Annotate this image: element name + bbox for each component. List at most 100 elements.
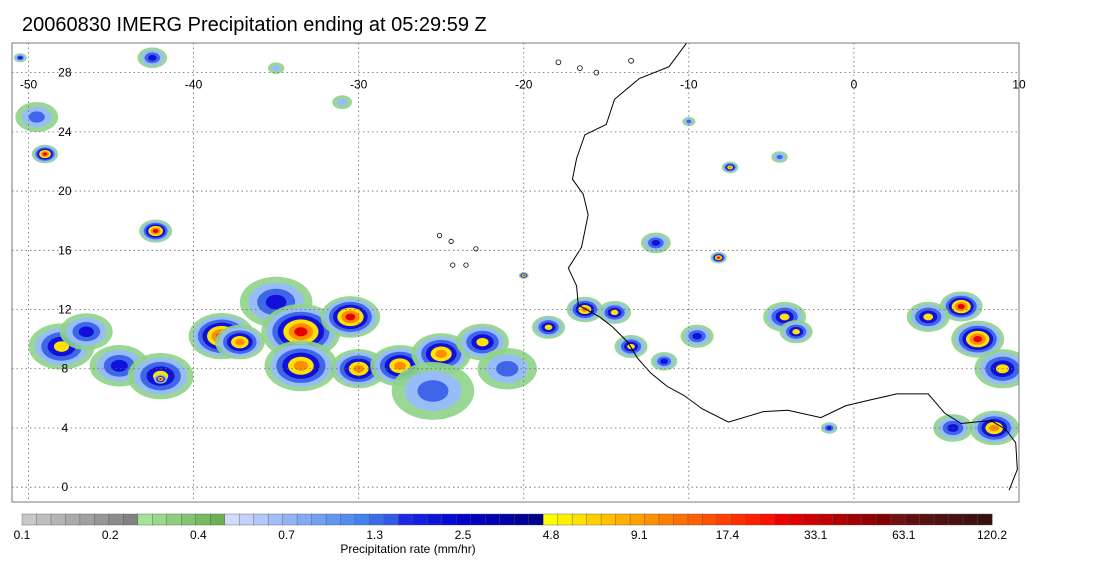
lon-tick-label: -10 bbox=[680, 78, 698, 92]
lat-tick-label: 28 bbox=[58, 66, 72, 80]
precip-cell bbox=[640, 232, 671, 254]
colorbar-swatch bbox=[427, 513, 443, 526]
colorbar-swatch bbox=[123, 513, 139, 526]
colorbar-tick-label: 0.1 bbox=[14, 528, 31, 542]
colorbar-swatch bbox=[745, 513, 761, 526]
colorbar-swatch bbox=[644, 513, 660, 526]
precip-cell bbox=[939, 291, 983, 322]
precip-cell bbox=[710, 251, 727, 264]
precip-cell bbox=[391, 362, 475, 420]
lat-tick-label: 4 bbox=[61, 421, 68, 435]
colorbar-swatch bbox=[210, 513, 226, 526]
colorbar-swatch bbox=[296, 513, 313, 526]
lat-lon-grid bbox=[12, 43, 1020, 502]
colorbar-swatch bbox=[65, 513, 81, 526]
colorbar-swatch bbox=[441, 513, 457, 526]
colorbar-swatch bbox=[383, 513, 399, 526]
colorbar-swatch bbox=[542, 513, 559, 526]
colorbar-swatch bbox=[818, 513, 834, 526]
colorbar-swatch bbox=[962, 513, 979, 526]
colorbar-swatch bbox=[789, 513, 805, 526]
precip-cell bbox=[267, 62, 285, 74]
colorbar-swatch bbox=[861, 513, 877, 526]
lon-tick-label: -40 bbox=[185, 78, 203, 92]
africa-coastline bbox=[567, 43, 1018, 491]
precip-cell bbox=[906, 301, 950, 332]
colorbar-swatch bbox=[904, 513, 921, 526]
colorbar-swatch bbox=[977, 513, 993, 526]
precip-cell bbox=[680, 324, 714, 348]
colorbar-swatch bbox=[702, 513, 718, 526]
colorbar-swatch bbox=[456, 513, 472, 526]
precip-cell bbox=[650, 352, 678, 371]
colorbar-swatch bbox=[629, 513, 646, 526]
colorbar-swatch bbox=[890, 513, 906, 526]
colorbar-swatch bbox=[238, 513, 255, 526]
colorbar-swatch bbox=[21, 513, 37, 526]
colorbar-swatch bbox=[774, 513, 790, 526]
precip-cell bbox=[614, 334, 648, 359]
colorbar-tick-label: 0.2 bbox=[102, 528, 119, 542]
colorbar-tick-label: 0.4 bbox=[190, 528, 207, 542]
colorbar-swatch bbox=[586, 513, 602, 526]
colorbar-swatch bbox=[325, 513, 342, 526]
precip-cell bbox=[215, 324, 265, 360]
colorbar-swatch bbox=[933, 513, 950, 526]
precip-cell bbox=[820, 422, 838, 434]
colorbar-swatch bbox=[499, 513, 515, 526]
colorbar-swatch bbox=[36, 513, 52, 526]
precip-cell bbox=[771, 151, 788, 163]
lon-tick-label: 0 bbox=[851, 78, 858, 92]
colorbar-swatch bbox=[485, 513, 501, 526]
colorbar-swatch bbox=[847, 513, 863, 526]
colorbar-swatch bbox=[50, 513, 66, 526]
lon-tick-label: -50 bbox=[20, 78, 38, 92]
precip-cell bbox=[779, 320, 813, 344]
colorbar-tick-label: 2.5 bbox=[455, 528, 472, 542]
precip-cell bbox=[264, 340, 338, 392]
precip-cell bbox=[456, 323, 509, 361]
colorbar-swatch bbox=[803, 513, 819, 526]
lat-tick-label: 12 bbox=[58, 303, 72, 317]
lat-tick-label: 8 bbox=[61, 362, 68, 376]
colorbar-tick-label: 63.1 bbox=[892, 528, 916, 542]
colorbar-swatch bbox=[919, 513, 935, 526]
colorbar-swatch bbox=[152, 513, 168, 526]
colorbar-swatch bbox=[557, 513, 573, 526]
colorbar-swatch bbox=[673, 513, 689, 526]
island-outline bbox=[463, 262, 469, 268]
precip-cell bbox=[332, 95, 353, 110]
colorbar-swatch bbox=[398, 513, 414, 526]
colorbar-swatch bbox=[224, 513, 240, 526]
map-title: 20060830 IMERG Precipitation ending at 0… bbox=[22, 14, 487, 36]
colorbar-tick-label: 0.7 bbox=[278, 528, 295, 542]
colorbar-swatch bbox=[340, 513, 356, 526]
precipitation-layer bbox=[13, 47, 1019, 446]
colorbar-swatch bbox=[195, 513, 211, 526]
colorbar-swatch bbox=[528, 513, 544, 526]
colorbar-swatch bbox=[615, 513, 631, 526]
colorbar-swatch bbox=[600, 513, 617, 526]
precip-cell bbox=[518, 271, 529, 279]
precip-cell bbox=[137, 47, 168, 69]
colorbar-swatch bbox=[760, 513, 776, 526]
colorbar-swatch bbox=[832, 513, 848, 526]
colorbar-swatch bbox=[267, 513, 284, 526]
colorbar-swatch bbox=[354, 513, 370, 526]
colorbar-swatch bbox=[311, 513, 327, 526]
colorbar-tick-label: 1.3 bbox=[366, 528, 383, 542]
colorbar-swatch bbox=[716, 513, 732, 526]
coastline-layer bbox=[436, 43, 1018, 491]
island-outline bbox=[473, 246, 479, 252]
colorbar: 0.1 0.2 0.4 0.7 1.3 2.5 4.8 9.1 17.4 33.1 63.1 120.… bbox=[14, 513, 1007, 542]
precip-cell bbox=[721, 161, 739, 174]
island-outline bbox=[628, 57, 634, 64]
colorbar-swatch bbox=[166, 513, 182, 526]
precip-cell bbox=[153, 374, 168, 384]
colorbar-swatch bbox=[470, 513, 486, 526]
island-outline bbox=[450, 262, 456, 268]
colorbar-swatch bbox=[369, 513, 385, 526]
colorbar-swatch bbox=[94, 513, 110, 526]
